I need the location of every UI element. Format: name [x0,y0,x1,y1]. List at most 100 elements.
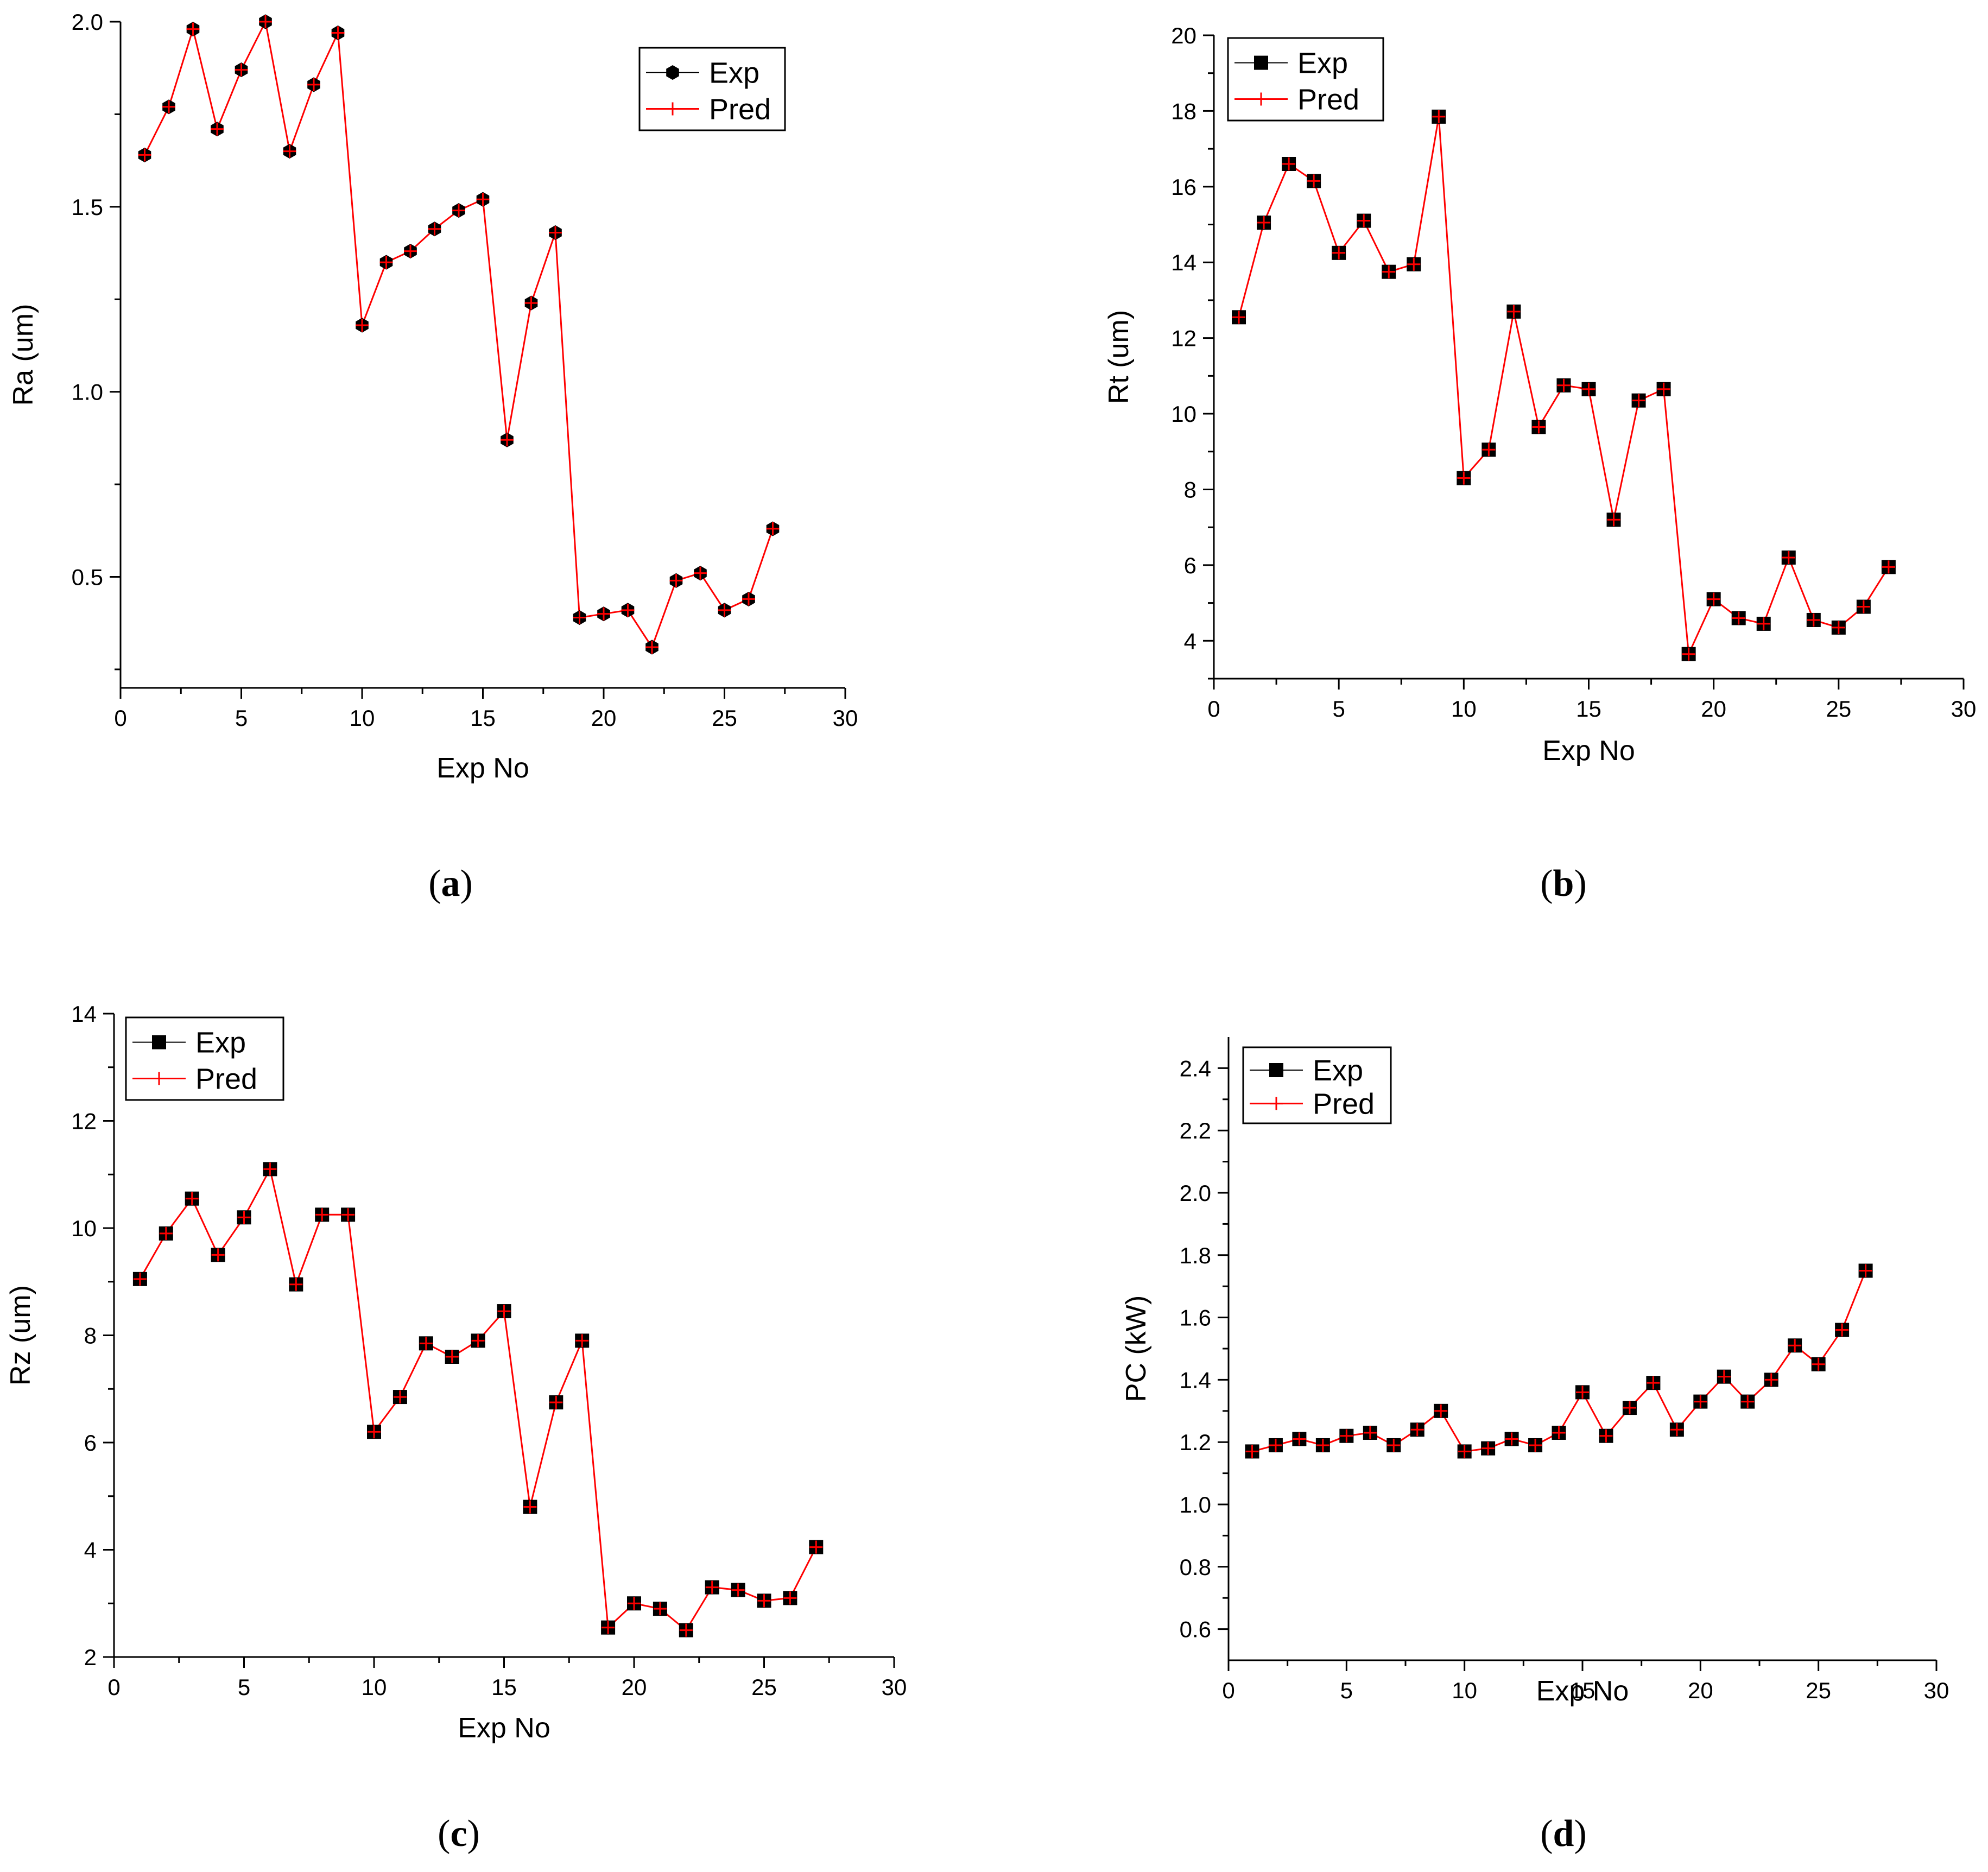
x-tick-label: 5 [235,705,248,731]
data-point-pred [1316,1438,1329,1452]
data-point-pred [1582,382,1596,396]
chart-panel-d: 0 5 10 15 20 25 30 0.6 0.8 1.0 1.2 1.4 1.6 1.8 2.0 2.2 2… [1120,1037,1949,1855]
y-tick-label: 2 [84,1645,97,1670]
x-axis-title: Exp No [1536,1675,1629,1707]
x-tick-label: 25 [712,705,737,731]
x-tick-label: 15 [1576,696,1601,722]
x-tick-label: 25 [1826,696,1851,722]
data-point-pred [602,1621,615,1634]
x-tick-label: 25 [751,1674,777,1700]
data-point-pred [1481,1441,1495,1455]
data-point-pred [694,566,707,580]
y-tick-label: 1.6 [1180,1305,1211,1331]
x-tick-label: 10 [350,705,375,731]
legend-box [1242,1046,1392,1124]
x-tick-label: 25 [1806,1678,1831,1703]
caption-letter: c [450,1813,467,1855]
legend-box [1227,37,1384,122]
data-point-pred [289,1277,303,1291]
data-point-pred [356,318,369,332]
x-tick-label: 30 [1951,696,1977,722]
data-point-pred [1859,1264,1872,1277]
data-point-pred [669,574,683,587]
y-tick-label: 1.4 [1180,1367,1211,1393]
chart-panel-b: 0 5 10 15 20 25 30 4 6 8 10 12 14 16 18 20 Exp No Rt (um)… [1103,23,1976,905]
y-axis-title: Ra (um) [8,304,39,406]
data-point-pred [471,1334,485,1348]
y-tick-label: 1.0 [1180,1492,1211,1517]
data-point-pred [597,607,610,621]
legend-label-pred: Pred [709,93,771,125]
data-point-pred [1670,1423,1683,1437]
data-point-pred [186,22,200,36]
legend-marker-exp [152,1035,166,1049]
x-axis-title: Exp No [458,1712,550,1744]
data-point-pred [211,122,224,136]
data-point-pred [393,1390,407,1404]
data-point-pred [1307,174,1321,188]
data-point-pred [237,1211,251,1224]
data-point-pred [1835,1323,1849,1337]
data-point-pred [404,244,417,258]
caption-letter: a [441,863,460,905]
y-tick-label: 10 [1171,401,1196,427]
data-point-pred [307,78,320,91]
data-point-pred [1764,1373,1778,1387]
data-point-pred [1647,1376,1660,1390]
y-tick-label: 16 [1171,174,1196,200]
data-point-pred [549,1395,563,1409]
legend-label-pred: Pred [195,1063,257,1095]
data-point-pred [331,26,345,40]
legend-marker-exp [1254,55,1268,70]
caption-paren-close: ) [467,1813,480,1855]
data-point-pred [1807,613,1820,627]
data-point-pred [757,1594,771,1608]
x-tick-label: 5 [1340,1678,1353,1703]
y-tick-label: 8 [1184,477,1196,502]
x-tick-label: 20 [1701,696,1726,722]
data-point-pred [1507,305,1521,318]
legend-label-pred: Pred [1313,1088,1375,1121]
caption-paren-open: ( [438,1813,450,1855]
data-point-pred [1812,1357,1825,1371]
series-line-exp [140,1167,817,1631]
data-point-pred [1458,1445,1471,1458]
data-point-pred [1557,378,1571,392]
legend-box [638,47,786,131]
y-tick-label: 6 [1184,553,1196,578]
y-axis-title: Rz (um) [5,1285,36,1386]
panel-caption: (d) [1540,1813,1587,1855]
data-point-pred [1363,1426,1377,1439]
data-point-pred [1232,311,1246,324]
data-point-pred [368,1425,381,1439]
y-tick-label: 1.2 [1180,1430,1211,1455]
data-point-pred [1387,1438,1401,1452]
data-point-pred [283,144,296,158]
y-tick-label: 4 [84,1538,97,1563]
data-point-pred [1407,257,1421,271]
data-point-pred [259,15,272,28]
data-point-pred [211,1248,225,1262]
x-axis-title: Exp No [436,752,529,784]
data-point-pred [138,148,151,162]
data-point-pred [1432,110,1446,123]
data-point-pred [497,1305,511,1318]
y-axis-title: Rt (um) [1103,310,1135,404]
data-point-pred [766,522,780,535]
data-point-pred [185,1192,199,1205]
data-point-pred [235,63,248,77]
legend-marker-pred [153,1072,166,1085]
caption-paren-open: ( [1540,1813,1553,1855]
y-tick-label: 2.0 [1180,1180,1211,1206]
data-point-pred [159,1226,173,1240]
panel-caption: (b) [1540,863,1587,905]
y-tick-label: 0.5 [72,565,103,590]
y-tick-label: 12 [71,1109,97,1134]
data-point-pred [428,222,441,236]
data-point-pred [1599,1429,1613,1443]
data-point-pred [1552,1426,1566,1439]
